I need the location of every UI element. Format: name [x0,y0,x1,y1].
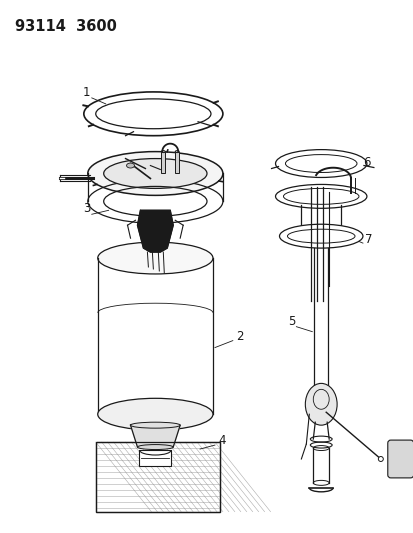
Text: 5: 5 [288,314,295,328]
Ellipse shape [103,158,206,188]
Text: 6: 6 [362,156,370,168]
Ellipse shape [97,242,212,274]
Ellipse shape [95,99,211,129]
Ellipse shape [161,151,165,152]
Bar [161,151,165,173]
Ellipse shape [275,150,366,177]
Ellipse shape [126,163,134,168]
Text: 93114  3600: 93114 3600 [15,19,117,34]
FancyBboxPatch shape [387,440,413,478]
Text: 1: 1 [83,86,90,99]
Bar [95,442,219,512]
Bar [95,442,219,512]
Ellipse shape [97,398,212,430]
Bar [97,258,212,414]
Ellipse shape [275,184,366,208]
Bar [139,450,171,466]
Text: 3: 3 [83,203,90,215]
Bar [175,151,179,173]
Ellipse shape [279,224,362,248]
Polygon shape [137,211,173,252]
Ellipse shape [130,422,180,428]
Ellipse shape [88,151,222,196]
Ellipse shape [137,445,173,449]
Ellipse shape [175,151,179,152]
Ellipse shape [287,229,354,243]
Ellipse shape [377,456,382,462]
Text: 4: 4 [217,434,225,447]
Ellipse shape [283,188,358,204]
Ellipse shape [285,155,356,173]
Text: 7: 7 [364,233,372,246]
Text: 2: 2 [235,329,243,343]
Ellipse shape [305,383,336,425]
Polygon shape [130,425,180,447]
